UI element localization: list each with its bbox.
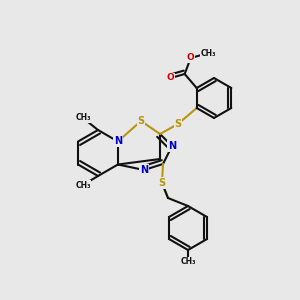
- Text: O: O: [167, 74, 175, 82]
- Text: CH₃: CH₃: [201, 49, 216, 58]
- Text: CH₃: CH₃: [75, 113, 91, 122]
- Text: S: S: [137, 116, 145, 126]
- Text: N: N: [114, 136, 122, 146]
- Text: CH₃: CH₃: [180, 257, 196, 266]
- Text: O: O: [187, 53, 195, 62]
- Text: S: S: [158, 178, 166, 188]
- Text: S: S: [174, 119, 182, 129]
- Text: N: N: [140, 165, 148, 175]
- Text: CH₃: CH₃: [75, 181, 91, 190]
- Text: N: N: [168, 141, 176, 151]
